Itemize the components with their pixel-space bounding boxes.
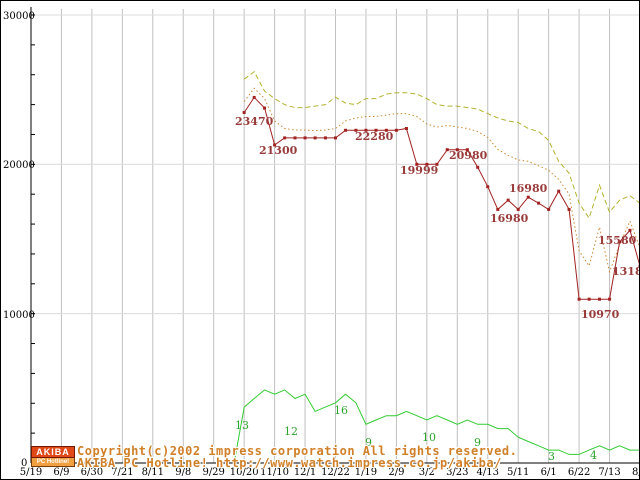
price-annotation: 16980	[509, 182, 548, 195]
akiba-logo-title: AKIBA	[31, 446, 75, 458]
lowest-price-line	[243, 96, 639, 300]
lowest-price-marker	[354, 128, 358, 132]
x-axis-label: 9/8	[175, 467, 191, 478]
lowest-price-marker	[547, 207, 551, 211]
x-axis-label: 8/3	[632, 467, 640, 478]
lowest-price-marker	[486, 185, 490, 189]
price-annotation: 19999	[400, 164, 438, 177]
x-axis-label: 2/9	[388, 467, 404, 478]
shop-count-annotation: 3	[548, 450, 555, 463]
lowest-price-marker	[465, 148, 469, 152]
lowest-price-marker	[273, 143, 277, 147]
lowest-price-marker	[242, 111, 246, 115]
lowest-price-marker	[334, 136, 337, 140]
lowest-price-marker	[577, 297, 581, 301]
lowest-price-marker	[476, 165, 480, 169]
x-axis-label: 9/29	[202, 467, 224, 478]
price-annotation: 13180	[612, 265, 640, 278]
y-axis-label: 0	[21, 458, 27, 469]
lowest-price-marker	[598, 297, 602, 301]
shop-count-annotation: 4	[590, 449, 597, 462]
lowest-price-marker	[608, 297, 612, 301]
lowest-price-marker	[344, 128, 348, 132]
x-axis-label: 1/19	[355, 467, 377, 478]
x-axis-label: 10/20	[230, 467, 259, 478]
x-axis-label: 12/22	[321, 467, 350, 478]
x-axis-label: 7/13	[598, 467, 620, 478]
lowest-price-marker	[394, 128, 398, 132]
lowest-price-marker	[425, 162, 429, 166]
x-axis-label: 6/1	[541, 467, 557, 478]
x-axis-label: 7/21	[111, 467, 133, 478]
lowest-price-marker	[313, 136, 317, 140]
shop-count-annotation: 9	[365, 436, 372, 449]
lowest-price-marker	[293, 136, 297, 140]
shop-count-annotation: 10	[422, 431, 436, 444]
x-axis-label: 5/11	[507, 467, 529, 478]
highest-price-line	[243, 70, 639, 220]
lowest-price-marker	[374, 128, 378, 132]
price-annotation: 22280	[355, 130, 394, 143]
lowest-price-marker	[506, 198, 510, 202]
lowest-price-marker	[455, 148, 459, 152]
price-annotation: 15580	[598, 234, 637, 247]
shop-count-line	[233, 389, 639, 464]
lowest-price-marker	[587, 297, 591, 301]
lowest-price-marker	[252, 95, 256, 99]
shop-count-annotation: 13	[235, 419, 249, 432]
lowest-price-marker	[384, 128, 388, 132]
average-price-line	[243, 87, 639, 274]
price-annotation: 10970	[581, 308, 620, 321]
y-axis-label: 30000	[3, 11, 35, 22]
lowest-price-marker	[303, 136, 307, 140]
y-axis-label: 10000	[3, 310, 35, 321]
lowest-price-marker	[567, 207, 571, 211]
x-axis-label: 12/1	[294, 467, 316, 478]
lowest-price-marker	[516, 207, 520, 211]
lowest-price-marker	[404, 126, 408, 130]
lowest-price-marker	[628, 228, 632, 232]
lowest-price-marker	[323, 136, 327, 140]
x-axis-label: 3/2	[419, 467, 435, 478]
akiba-logo: AKIBA PC Hotline!	[31, 446, 75, 467]
x-axis-label: 6/22	[568, 467, 590, 478]
lowest-price-marker	[526, 195, 530, 199]
lowest-price-marker	[537, 201, 541, 205]
x-axis-label: 6/30	[81, 467, 103, 478]
lowest-price-marker	[283, 136, 287, 140]
lowest-price-marker	[618, 240, 622, 244]
copyright-line2: AKIBA PC Hotline! http://www.watch.impre…	[77, 456, 502, 470]
copyright-line1: Copyright(c)2002 impress corporation All…	[77, 444, 518, 458]
copyright-block: Copyright(c)2002 impress corporation All…	[77, 445, 517, 469]
price-annotation: 16980	[490, 212, 529, 225]
x-axis-label: 6/9	[53, 467, 69, 478]
lowest-price-marker	[496, 207, 500, 211]
shop-count-annotation: 9	[474, 436, 481, 449]
x-axis-label: 5/19	[20, 467, 42, 478]
lowest-price-marker	[435, 162, 439, 166]
price-annotation: 20980	[449, 149, 488, 162]
price-annotation: 23470	[235, 115, 274, 128]
shop-count-annotation: 16	[334, 404, 348, 417]
x-axis-label: 8/11	[142, 467, 164, 478]
lowest-price-marker	[415, 162, 419, 166]
shop-count-annotation: 12	[284, 425, 298, 438]
x-axis-label: 11/10	[260, 467, 289, 478]
x-axis-label: 3/23	[446, 467, 468, 478]
lowest-price-marker	[263, 106, 267, 110]
lowest-price-marker	[557, 189, 561, 193]
lowest-price-marker	[364, 128, 368, 132]
price-annotation: 21300	[259, 144, 298, 157]
akiba-logo-subtitle: PC Hotline!	[31, 458, 75, 467]
lowest-price-marker	[445, 148, 449, 152]
lowest-price-marker	[638, 264, 639, 268]
y-axis-label: 20000	[3, 160, 35, 171]
x-axis-label: 4/13	[477, 467, 499, 478]
